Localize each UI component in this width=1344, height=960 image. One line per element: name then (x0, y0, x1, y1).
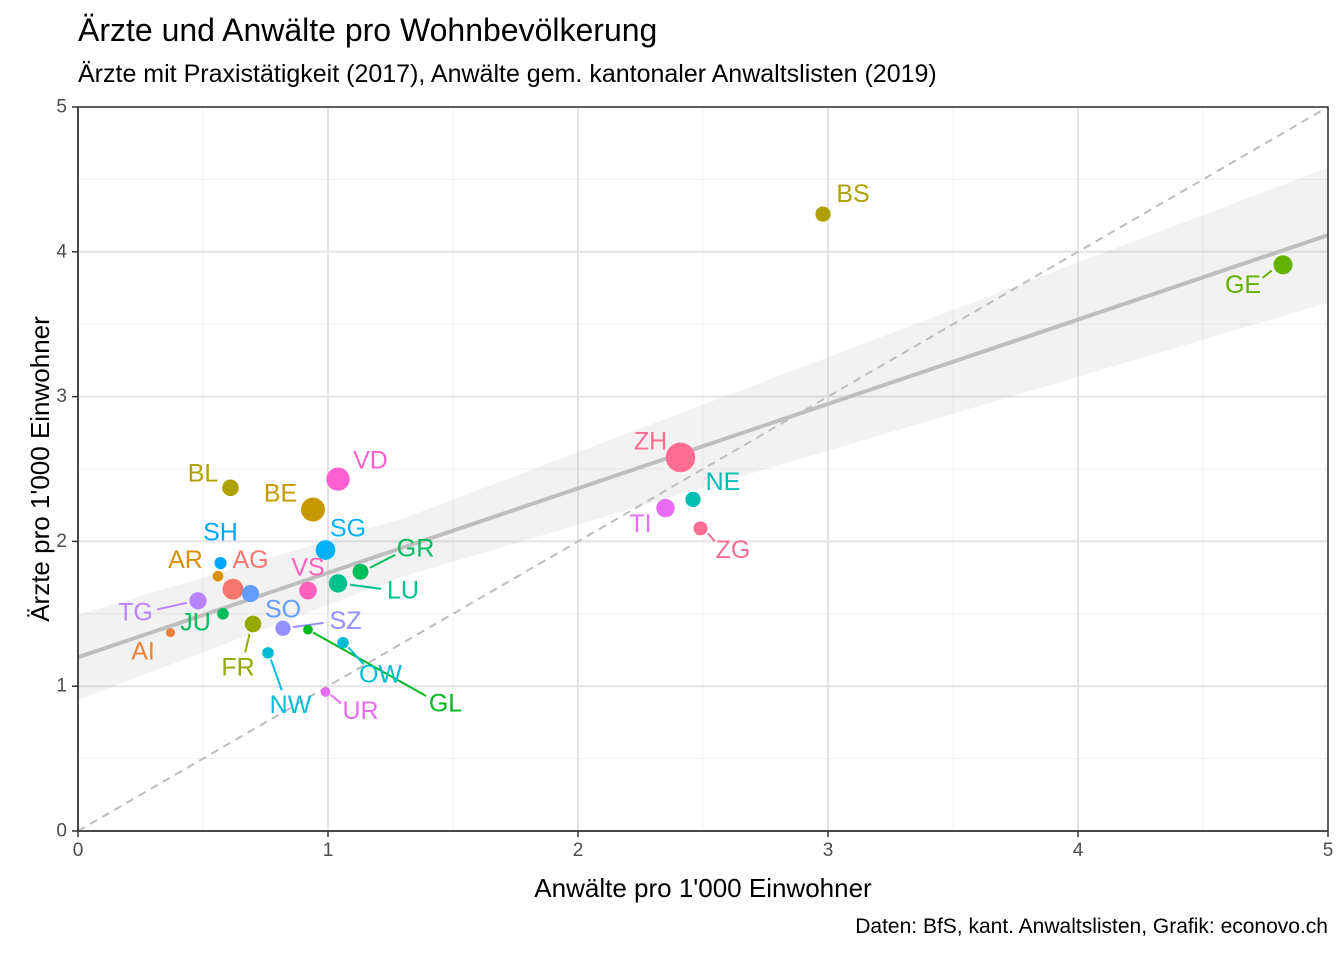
data-point-so (241, 584, 260, 603)
y-tick-label: 5 (56, 97, 67, 118)
plot-clip-group (78, 107, 1328, 831)
x-tick-label: 1 (323, 840, 334, 861)
data-label-vs: VS (291, 553, 324, 581)
data-label-bl: BL (188, 459, 219, 487)
x-axis-label: Anwälte pro 1'000 Einwohner (534, 873, 872, 903)
y-tick-label: 2 (56, 531, 67, 552)
label-connector-tg (156, 601, 188, 611)
data-point-ti (656, 498, 675, 518)
label-connector-ow (347, 646, 365, 665)
data-label-gl: GL (429, 690, 462, 718)
data-label-gr: GR (397, 535, 435, 563)
label-connector-lu (349, 583, 382, 590)
data-point-sh (214, 557, 227, 570)
data-point-nw (262, 647, 274, 659)
data-label-nw: NW (270, 691, 312, 719)
data-point-gr (352, 563, 369, 580)
data-label-be: BE (264, 480, 297, 508)
label-connector-fr (244, 633, 251, 653)
label-connector-nw (269, 659, 283, 691)
data-point-ge (1273, 255, 1293, 275)
chart-subtitle: Ärzte mit Praxistätigkeit (2017), Anwält… (78, 60, 937, 88)
data-point-fr (244, 615, 262, 633)
label-connector-gl (312, 631, 427, 697)
data-label-sg: SG (330, 514, 366, 542)
x-tick-label: 3 (823, 840, 834, 861)
data-point-ur (320, 687, 331, 697)
data-label-tg: TG (118, 598, 153, 626)
data-label-fr: FR (221, 653, 254, 681)
data-point-zh (665, 442, 696, 473)
data-point-ju (217, 608, 229, 620)
data-label-ar: AR (168, 546, 203, 574)
x-tick-label: 2 (573, 840, 584, 861)
data-label-so: SO (265, 595, 301, 623)
data-point-bs (815, 206, 831, 222)
data-point-sz (275, 620, 291, 636)
data-label-ne: NE (706, 468, 741, 496)
data-label-ow: OW (359, 661, 402, 689)
y-tick-label: 1 (56, 676, 67, 697)
data-point-ow (337, 636, 349, 649)
data-label-sh: SH (203, 519, 238, 547)
data-point-tg (189, 592, 207, 610)
plot-border (77, 106, 1329, 832)
data-point-ai (165, 628, 176, 638)
data-label-ai: AI (131, 637, 155, 665)
data-point-gl (303, 624, 313, 635)
data-label-sz: SZ (330, 607, 362, 635)
y-tick-label: 3 (56, 386, 67, 407)
data-point-lu (328, 574, 348, 593)
data-point-ne (685, 491, 701, 508)
data-label-zg: ZG (716, 536, 751, 564)
data-point-vs (299, 581, 317, 600)
data-label-lu: LU (387, 577, 419, 605)
x-tick-label: 4 (1073, 840, 1084, 861)
data-point-be (301, 497, 325, 522)
label-connector-zg (707, 532, 716, 542)
data-point-ag (222, 578, 244, 600)
data-point-bl (222, 479, 239, 497)
data-label-vd: VD (353, 446, 388, 474)
data-label-bs: BS (836, 180, 869, 208)
chart-caption: Daten: BfS, kant. Anwaltslisten, Grafik:… (855, 915, 1328, 938)
y-tick-label: 0 (56, 821, 67, 842)
data-label-ur: UR (342, 697, 378, 725)
data-point-zg (693, 521, 708, 536)
data-label-ti: TI (629, 510, 651, 538)
x-tick-label: 0 (73, 840, 84, 861)
data-label-zh: ZH (634, 427, 667, 455)
label-connector-ur (329, 693, 342, 705)
x-tick-label: 5 (1323, 840, 1334, 861)
chart-title: Ärzte und Anwälte pro Wohnbevölkerung (78, 12, 658, 48)
regression-line (78, 233, 1328, 660)
data-point-sg (315, 540, 336, 560)
data-point-vd (326, 467, 350, 491)
label-connector-gr (369, 553, 396, 569)
confidence-band (78, 167, 1328, 700)
data-label-ge: GE (1225, 271, 1261, 299)
y-tick-label: 4 (56, 241, 67, 262)
data-label-ag: AG (232, 546, 268, 574)
reference-line-identity (78, 107, 1328, 831)
label-connector-ge (1261, 269, 1273, 279)
data-label-ju: JU (180, 608, 211, 636)
data-point-ar (212, 570, 224, 582)
